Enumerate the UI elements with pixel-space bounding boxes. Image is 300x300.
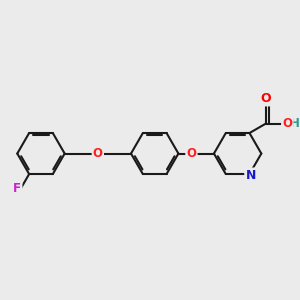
Text: N: N	[245, 169, 256, 182]
Text: F: F	[13, 182, 21, 195]
Text: O: O	[93, 147, 103, 160]
Text: O: O	[261, 92, 271, 105]
Text: O: O	[282, 117, 292, 130]
Text: H: H	[290, 117, 299, 130]
Text: O: O	[186, 147, 197, 160]
